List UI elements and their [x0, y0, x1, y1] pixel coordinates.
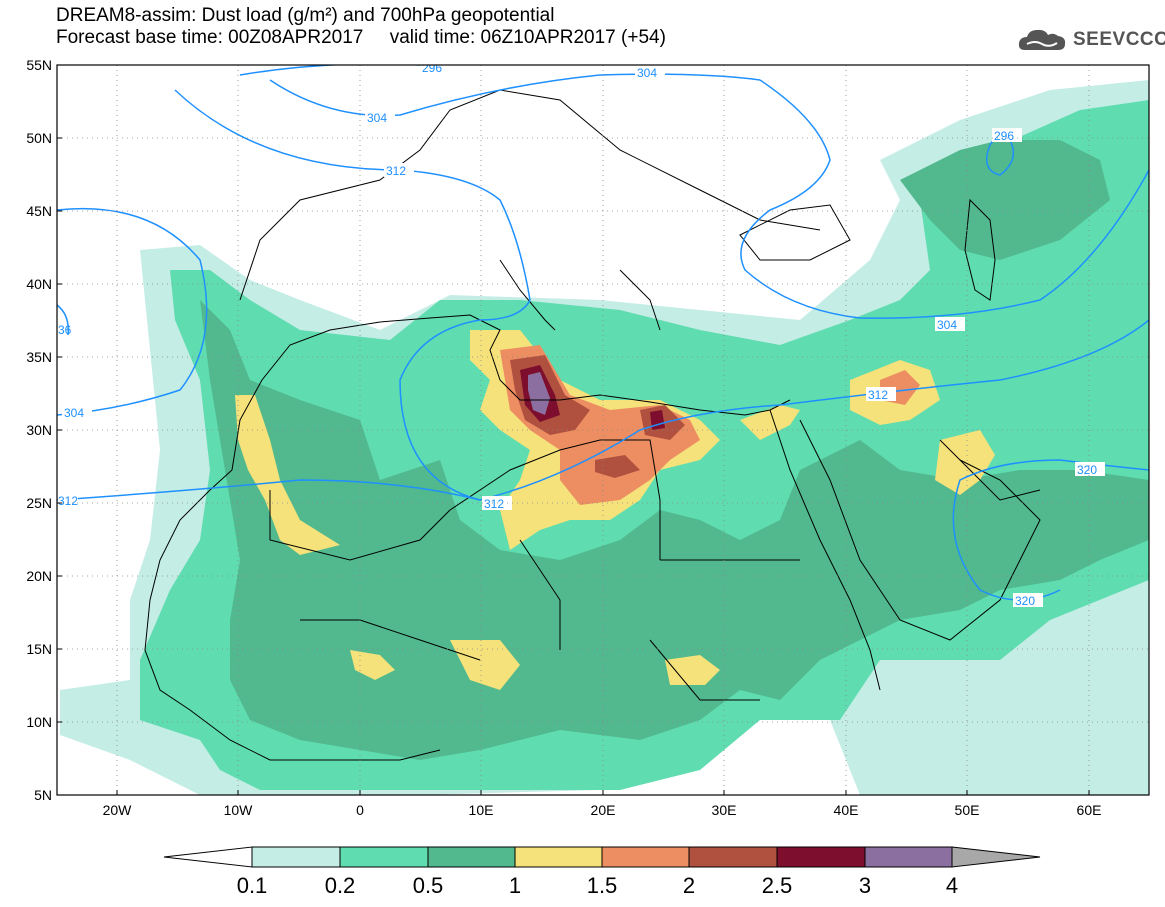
colorbar-label: 1.5 — [587, 873, 618, 898]
red-sea-coast — [769, 409, 881, 691]
chart-title: DREAM8-assim: Dust load (g/m²) and 700hP… — [56, 5, 555, 26]
colorbar-label: 2 — [683, 873, 695, 898]
lon-tick-label: 10W — [224, 802, 254, 818]
north-africa-coast — [231, 314, 791, 471]
europe-coast — [239, 89, 821, 301]
contour-label: 312 — [868, 388, 888, 402]
persian-gulf — [939, 439, 1041, 501]
lat-tick-label: 5N — [34, 787, 52, 803]
contour-304-west — [57, 207, 208, 416]
colorbar-swatch — [427, 846, 516, 868]
dust-level-1-sahel1 — [450, 640, 520, 690]
colorbar-swatch — [864, 846, 953, 868]
lon-tick-label: 30E — [712, 802, 737, 818]
contour-304-north — [269, 73, 761, 117]
contour-label: 312 — [386, 164, 406, 178]
contour-label: 312 — [484, 497, 504, 511]
lat-tick-label: 10N — [26, 714, 52, 730]
colorbar-label: 0.1 — [237, 873, 268, 898]
colorbar-over-triangle — [951, 846, 1041, 868]
map-area: 296 304 304 312 304 312 304 312 296 320 … — [57, 61, 1149, 795]
lat-tick-label: 20N — [26, 568, 52, 584]
contour-labels: 296 304 304 312 304 312 304 312 296 320 … — [58, 61, 1105, 608]
colorbar-swatch — [688, 846, 778, 868]
contour-312-west — [57, 479, 481, 501]
colorbar-label: 3 — [859, 873, 871, 898]
lon-tick-label: 20W — [103, 802, 133, 818]
contour-label: 304 — [637, 66, 657, 80]
lat-tick-label: 45N — [26, 203, 52, 219]
contour-label: 304 — [64, 406, 84, 420]
dust-level-0.5 — [200, 300, 1149, 760]
lat-tick-label: 35N — [26, 349, 52, 365]
colorbar-swatch — [776, 846, 866, 868]
west-africa-coast — [144, 469, 441, 761]
colorbar-swatch — [514, 846, 603, 868]
contour-label: 304 — [937, 318, 957, 332]
colorbar-label: 4 — [946, 873, 958, 898]
border-2 — [449, 439, 661, 560]
colorbar: 0.1 0.2 0.5 1 1.5 2 2.5 3 4 — [163, 846, 1041, 898]
contour-label: 296 — [994, 129, 1014, 143]
contour-label: 312 — [58, 494, 78, 508]
lat-tick-label: 50N — [26, 130, 52, 146]
border-4 — [519, 539, 561, 650]
contour-36-west — [57, 304, 70, 336]
logo-text: SEEVCCC — [1073, 29, 1165, 50]
contour-label: 296 — [422, 61, 442, 75]
tick-marks — [57, 64, 1090, 796]
gridlines — [57, 65, 1149, 795]
colorbar-label: 0.2 — [325, 873, 356, 898]
lon-tick-label: 0 — [356, 802, 364, 818]
lon-tick-labels: 20W 10W 0 10E 20E 30E 40E 50E 60E — [103, 802, 1102, 818]
dust-level-1-sahel3 — [350, 650, 395, 680]
lat-tick-label: 15N — [26, 641, 52, 657]
dust-level-1-west — [235, 395, 340, 555]
lon-tick-label: 10E — [469, 802, 494, 818]
dust-level-1-levant — [740, 405, 800, 440]
coastlines — [144, 89, 1041, 761]
contour-296-north — [239, 65, 420, 76]
black-sea — [739, 204, 851, 261]
border-6 — [649, 639, 760, 701]
colorbar-under-triangle — [163, 846, 253, 868]
border-1 — [269, 490, 451, 561]
lat-tick-labels: 55N 50N 45N 40N 35N 30N 25N 20N 15N 10N … — [26, 57, 52, 803]
dust-level-0.5-east — [900, 140, 1110, 260]
contour-304-turkey — [740, 79, 1149, 319]
contour-label: 320 — [1077, 463, 1097, 477]
lon-tick-label: 50E — [955, 802, 980, 818]
forecast-time-line: Forecast base time: 00Z08APR2017 valid t… — [56, 27, 666, 48]
lat-tick-label: 30N — [26, 422, 52, 438]
lat-tick-label: 55N — [26, 57, 52, 73]
colorbar-swatch — [251, 846, 341, 868]
lon-tick-label: 60E — [1077, 802, 1102, 818]
dust-level-2-c — [595, 455, 640, 478]
lat-tick-label: 25N — [26, 495, 52, 511]
contour-label: 304 — [367, 111, 387, 125]
contour-label: 36 — [58, 323, 72, 337]
colorbar-swatch — [339, 846, 429, 868]
colorbar-swatch — [601, 846, 690, 868]
colorbar-label: 1 — [509, 873, 521, 898]
italy — [499, 259, 556, 331]
contour-label: 320 — [1015, 594, 1035, 608]
dust-level-1-sahel2 — [665, 655, 720, 685]
lon-tick-label: 40E — [834, 802, 859, 818]
lat-tick-label: 40N — [26, 276, 52, 292]
greece — [619, 269, 661, 331]
lon-tick-label: 20E — [591, 802, 616, 818]
dust-shading — [60, 80, 1149, 795]
border-5 — [300, 619, 481, 661]
colorbar-label: 2.5 — [762, 873, 793, 898]
arabia-coast — [799, 419, 1041, 641]
cloud-icon — [1018, 29, 1066, 50]
caspian-sea — [964, 198, 996, 301]
seevccc-logo: SEEVCCC — [1017, 26, 1165, 54]
colorbar-label: 0.5 — [413, 873, 444, 898]
dust-level-3 — [528, 372, 550, 415]
